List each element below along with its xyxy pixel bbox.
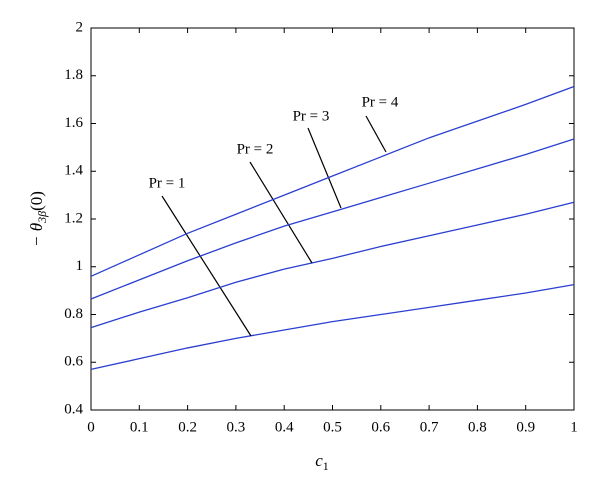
x-tick-label: 0.4 [275, 419, 294, 435]
x-tick-label: 0.9 [516, 419, 535, 435]
x-tick-label: 0.6 [371, 419, 390, 435]
x-tick-label: 0.1 [130, 419, 149, 435]
x-tick-label: 0.5 [323, 419, 342, 435]
x-tick-label: 0 [87, 419, 95, 435]
y-label-sub: 3β [35, 211, 49, 224]
y-tick-label: 0.8 [64, 306, 83, 322]
x-tick-label: 0.7 [420, 419, 439, 435]
x-tick-label: 0.2 [178, 419, 197, 435]
series-label: Pr = 1 [149, 175, 186, 191]
series-line [90, 138, 575, 300]
x-label-sub: 1 [323, 459, 329, 473]
series-line [90, 85, 575, 277]
y-tick-label: 1.4 [64, 163, 83, 179]
y-tick-label: 0.6 [64, 354, 83, 370]
plot-frame [90, 27, 575, 411]
leader-line [307, 127, 342, 209]
x-tick-label: 0.3 [227, 419, 246, 435]
y-label-main: − θ [27, 223, 46, 247]
x-axis-label: c1 [315, 451, 329, 473]
series-label: Pr = 3 [293, 108, 330, 124]
leader-line [365, 115, 387, 153]
x-label-main: c [315, 451, 323, 470]
x-tick-label: 1 [570, 419, 578, 435]
y-tick-label: 1.8 [64, 67, 83, 83]
y-tick-label: 1.2 [64, 210, 83, 226]
series-label: Pr = 4 [362, 94, 399, 110]
series-label: Pr = 2 [237, 141, 274, 157]
y-tick-label: 1.6 [64, 115, 83, 131]
y-tick-label: 2 [76, 19, 84, 35]
x-tick-label: 0.8 [468, 419, 487, 435]
leader-line [161, 195, 252, 337]
series-line [90, 284, 575, 371]
y-axis-label: − θ3β(0) [27, 191, 49, 247]
series-line [90, 201, 575, 329]
y-label-tail: (0) [27, 191, 46, 211]
leader-line [249, 161, 313, 264]
y-tick-label: 0.4 [64, 401, 83, 417]
y-tick-label: 1 [76, 258, 84, 274]
